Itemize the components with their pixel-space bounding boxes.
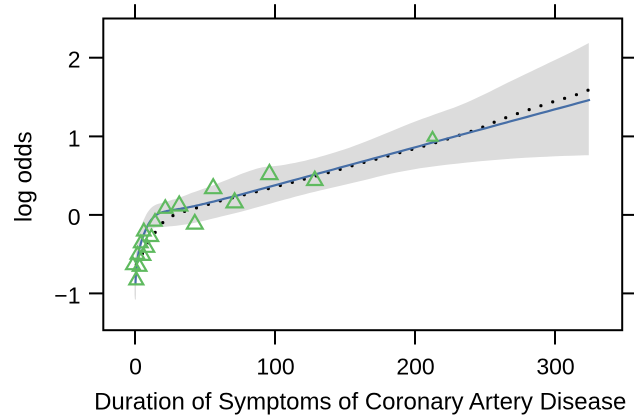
svg-text:1: 1 bbox=[68, 125, 81, 151]
svg-text:−1: −1 bbox=[54, 282, 80, 308]
svg-text:100: 100 bbox=[256, 353, 294, 379]
svg-text:0: 0 bbox=[68, 204, 81, 230]
svg-text:200: 200 bbox=[396, 353, 434, 379]
svg-text:2: 2 bbox=[68, 47, 81, 73]
svg-text:Duration of Symptoms of Corona: Duration of Symptoms of Coronary Artery … bbox=[94, 389, 626, 416]
svg-text:0: 0 bbox=[129, 353, 142, 379]
svg-text:300: 300 bbox=[536, 353, 574, 379]
svg-text:log odds: log odds bbox=[11, 131, 38, 222]
